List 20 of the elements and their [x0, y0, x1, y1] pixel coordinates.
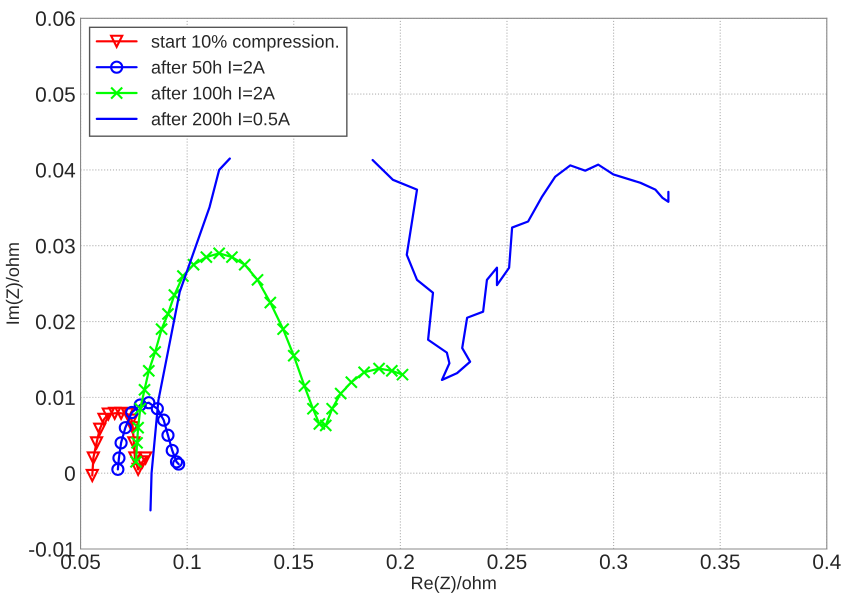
x-tick-label: 0.2 [386, 554, 414, 570]
x-tick-label: 0.35 [700, 554, 740, 570]
legend-label: after 200h I=0.5A [152, 112, 290, 126]
y-tick-label: 0.06 [36, 11, 75, 26]
y-tick-label: 0.01 [36, 390, 75, 406]
legend-label: after 100h I=2A [152, 86, 275, 100]
y-tick-label: 0.05 [36, 87, 75, 102]
y-tick-label: 0.02 [36, 314, 75, 330]
x-tick-label: 0.4 [813, 554, 841, 570]
x-tick-label: 0.15 [274, 554, 314, 570]
y-tick-label: 0.04 [36, 162, 76, 178]
y-axis-title: Im(Z)/ohm [6, 243, 23, 324]
x-axis-title: Re(Z)/ohm [412, 576, 496, 593]
x-tick-label: 0.3 [600, 554, 628, 570]
legend-label: after 50h I=2A [152, 60, 265, 74]
y-tick-label: 0 [64, 466, 75, 481]
x-tick-label: 0.25 [488, 554, 526, 570]
y-tick-label: 0.03 [36, 238, 75, 254]
x-tick-label: 0.1 [174, 554, 201, 570]
legend-label: start 10% compression. [151, 34, 338, 52]
